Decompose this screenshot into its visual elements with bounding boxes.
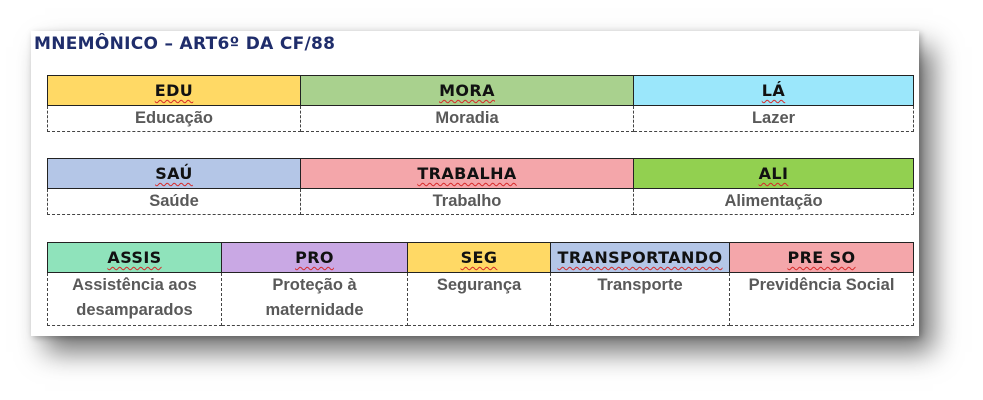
abbr-label: TRABALHA [417,164,517,183]
meaning-seguranca: Segurança [407,272,551,326]
abbr-label: MORA [439,81,495,100]
abbr-label: SAÚ [155,164,193,183]
abbr-label: ASSIS [107,248,162,267]
meaning-row: Assistência aos desamparados Proteção à … [47,272,914,326]
cell-mora: MORA [300,75,634,106]
cell-la: LÁ [633,75,914,106]
cell-seg: SEG [407,242,551,273]
abbr-label: TRANSPORTANDO [557,248,723,267]
meaning-protecao: Proteção à maternidade [221,272,408,326]
mnemonic-table-1: EDU MORA LÁ Educação Moradia Lazer [47,75,914,132]
cell-ali: ALI [633,158,914,189]
mnemonic-table-3: ASSIS PRO SEG TRANSPORTANDO PRE SO Assis… [47,242,914,326]
meaning-saude: Saúde [47,188,301,215]
abbr-label: SEG [460,248,498,267]
meaning-row: Saúde Trabalho Alimentação [47,188,914,215]
cell-edu: EDU [47,75,301,106]
cell-trabalha: TRABALHA [300,158,634,189]
meaning-moradia: Moradia [300,105,634,132]
cell-assis: ASSIS [47,242,222,273]
cell-pre-so: PRE SO [729,242,914,273]
meaning-previdencia: Previdência Social [729,272,914,326]
cell-pro: PRO [221,242,408,273]
abbreviation-row: EDU MORA LÁ [47,75,914,106]
abbr-label: ALI [758,164,789,183]
abbreviation-row: ASSIS PRO SEG TRANSPORTANDO PRE SO [47,242,914,273]
meaning-alimentacao: Alimentação [633,188,914,215]
cell-transportando: TRANSPORTANDO [550,242,730,273]
abbr-label: EDU [154,81,194,100]
abbr-label: PRE SO [787,248,856,267]
meaning-lazer: Lazer [633,105,914,132]
meaning-trabalho: Trabalho [300,188,634,215]
abbr-label: PRO [295,248,334,267]
meaning-row: Educação Moradia Lazer [47,105,914,132]
abbreviation-row: SAÚ TRABALHA ALI [47,158,914,189]
abbr-label: LÁ [761,81,786,100]
meaning-assistencia: Assistência aos desamparados [47,272,222,326]
meaning-transporte: Transporte [550,272,730,326]
mnemonic-table-2: SAÚ TRABALHA ALI Saúde Trabalho Alimenta… [47,158,914,215]
meaning-educacao: Educação [47,105,301,132]
page-title: MNEMÔNICO – ART6º DA CF/88 [34,34,336,54]
cell-sau: SAÚ [47,158,301,189]
